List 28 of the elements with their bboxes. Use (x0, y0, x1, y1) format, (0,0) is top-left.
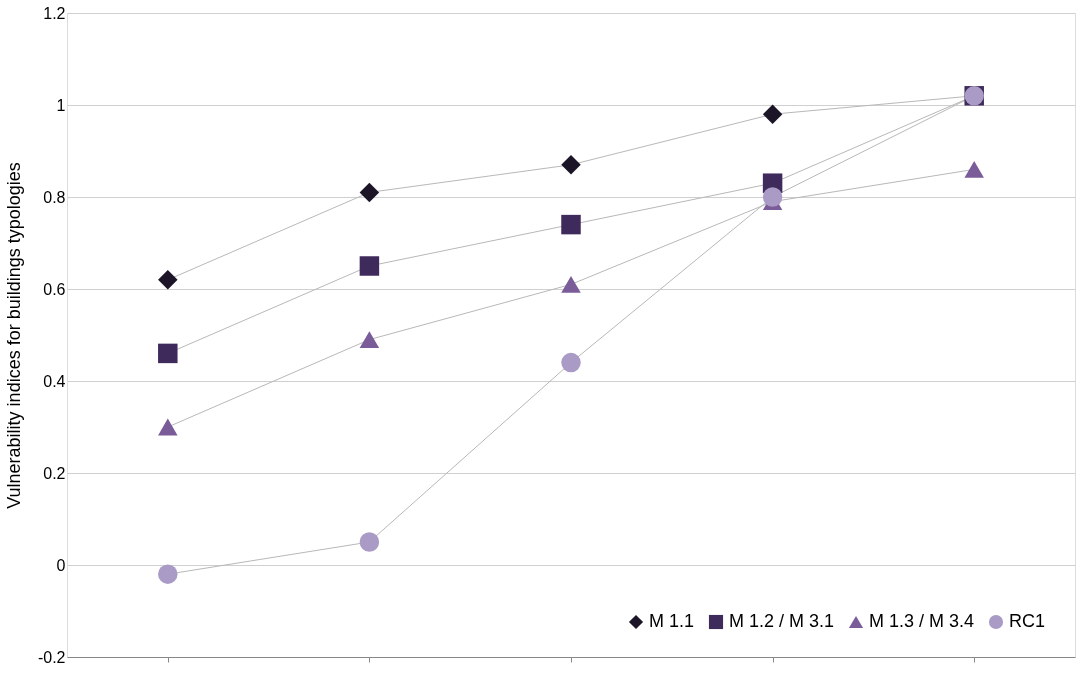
y-tick-label: 0.8 (43, 188, 66, 206)
y-tick-label: 0.2 (43, 464, 66, 482)
y-tick-label: 0.6 (43, 280, 66, 298)
point (158, 564, 178, 584)
point (762, 104, 783, 124)
point (158, 343, 178, 364)
y-tick-label: 1 (56, 96, 66, 114)
point (561, 275, 581, 293)
legend-label: M 1.3 / M 3.4 (869, 611, 975, 631)
point (359, 182, 380, 203)
y-tick-label: 0 (56, 556, 66, 574)
point (359, 331, 380, 349)
point (762, 187, 783, 207)
point (561, 352, 581, 373)
point (359, 256, 380, 276)
y-tick-label: 1.2 (43, 4, 66, 22)
y-tick-label: -0.2 (37, 648, 66, 666)
legend-label: M 1.2 / M 3.1 (729, 611, 835, 631)
y-tick-label: 0.4 (43, 372, 66, 390)
point (359, 532, 380, 552)
point (561, 214, 581, 235)
point (561, 155, 581, 175)
legend-label: M 1.1 (649, 611, 695, 631)
point (158, 270, 178, 290)
y-axis-title: Vulnerability indices for buildings typologies (3, 162, 24, 509)
legend-label: RC1 (1009, 611, 1046, 631)
point (964, 160, 984, 178)
point (158, 418, 178, 436)
